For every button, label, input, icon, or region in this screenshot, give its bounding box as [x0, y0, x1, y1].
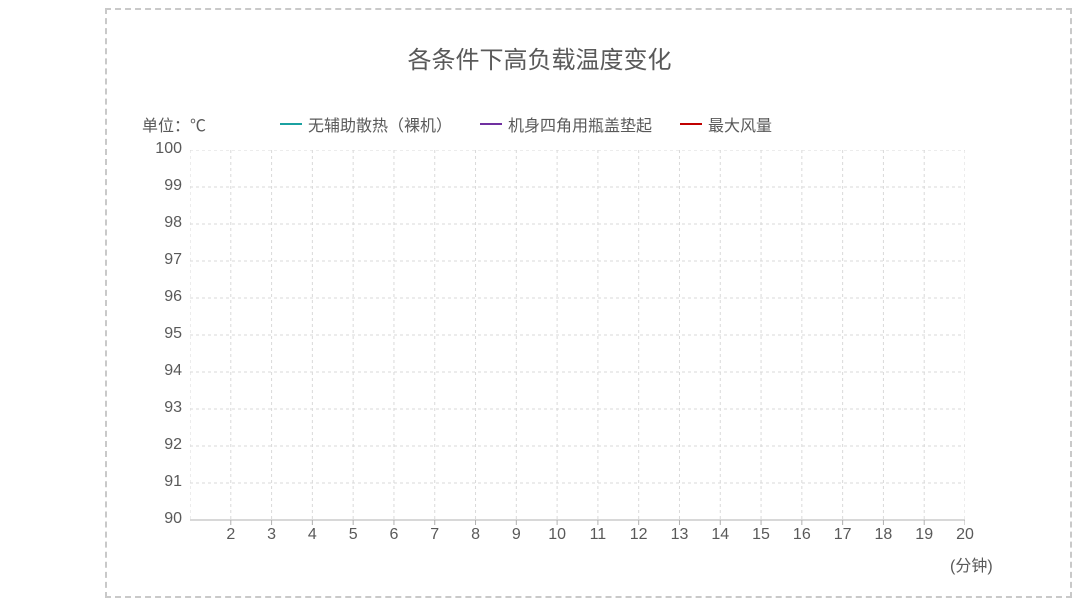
y-tick-label: 93 [164, 399, 182, 417]
y-tick-label: 95 [164, 325, 182, 343]
chart-title: 各条件下高负载温度变化 [0, 40, 1079, 75]
x-tick-label: 7 [423, 526, 447, 544]
legend-label: 最大风量 [708, 112, 772, 136]
x-tick-label: 8 [464, 526, 488, 544]
y-tick-label: 100 [155, 140, 182, 158]
legend-swatch [680, 123, 702, 125]
legend-item: 机身四角用瓶盖垫起 [480, 112, 652, 136]
x-tick-label: 2 [219, 526, 243, 544]
x-axis-unit-label: (分钟) [950, 552, 993, 576]
legend-item: 最大风量 [680, 112, 772, 136]
y-tick-label: 90 [164, 510, 182, 528]
x-tick-label: 10 [545, 526, 569, 544]
legend: 无辅助散热（裸机） 机身四角用瓶盖垫起 最大风量 [280, 112, 772, 136]
y-tick-label: 96 [164, 288, 182, 306]
x-tick-label: 18 [871, 526, 895, 544]
y-tick-label: 99 [164, 177, 182, 195]
grid-svg [190, 150, 965, 526]
y-axis-unit-label: 单位：℃ [142, 112, 206, 136]
y-tick-label: 94 [164, 362, 182, 380]
y-tick-label: 98 [164, 214, 182, 232]
x-tick-label: 20 [953, 526, 977, 544]
legend-label: 无辅助散热（裸机） [308, 112, 452, 136]
legend-swatch [480, 123, 502, 125]
x-tick-label: 12 [627, 526, 651, 544]
legend-item: 无辅助散热（裸机） [280, 112, 452, 136]
y-tick-label: 92 [164, 436, 182, 454]
y-tick-label: 91 [164, 473, 182, 491]
x-tick-label: 9 [504, 526, 528, 544]
x-tick-label: 6 [382, 526, 406, 544]
plot-area [190, 150, 965, 520]
x-tick-label: 16 [790, 526, 814, 544]
y-tick-label: 97 [164, 251, 182, 269]
x-tick-label: 13 [667, 526, 691, 544]
x-tick-label: 15 [749, 526, 773, 544]
x-tick-label: 5 [341, 526, 365, 544]
x-tick-label: 11 [586, 526, 610, 544]
legend-label: 机身四角用瓶盖垫起 [508, 112, 652, 136]
x-tick-label: 19 [912, 526, 936, 544]
x-tick-label: 4 [300, 526, 324, 544]
legend-swatch [280, 123, 302, 125]
x-tick-label: 14 [708, 526, 732, 544]
x-tick-label: 3 [260, 526, 284, 544]
x-tick-label: 17 [831, 526, 855, 544]
